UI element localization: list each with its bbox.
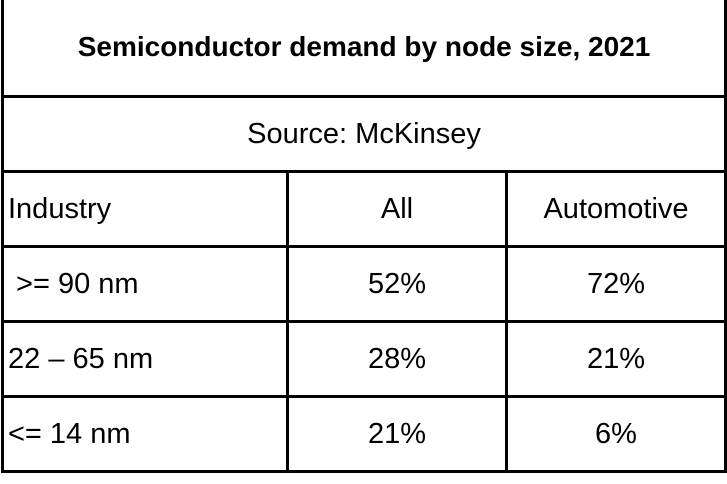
table-row: <= 14 nm 21% 6%: [1, 395, 727, 473]
row-label: >= 90 nm: [1, 245, 289, 323]
header-row: Industry All Automotive: [1, 170, 727, 248]
row-label: 22 – 65 nm: [1, 320, 289, 398]
cell-all: 52%: [286, 245, 508, 323]
cell-automotive: 6%: [504, 395, 727, 473]
cell-automotive: 72%: [504, 245, 727, 323]
table-row: 22 – 65 nm 28% 21%: [1, 320, 727, 398]
row-label: <= 14 nm: [1, 395, 289, 473]
table-title: Semiconductor demand by node size, 2021: [0, 0, 727, 98]
title-row: Semiconductor demand by node size, 2021: [0, 0, 727, 98]
table-source: Source: McKinsey: [0, 95, 727, 173]
cell-all: 28%: [286, 320, 508, 398]
source-row: Source: McKinsey: [0, 95, 727, 173]
column-header-automotive: Automotive: [504, 170, 727, 248]
column-header-all: All: [286, 170, 508, 248]
column-header-industry: Industry: [1, 170, 289, 248]
demand-table: Semiconductor demand by node size, 2021 …: [0, 0, 727, 473]
cell-all: 21%: [286, 395, 508, 473]
cell-automotive: 21%: [504, 320, 727, 398]
table-row: >= 90 nm 52% 72%: [1, 245, 727, 323]
